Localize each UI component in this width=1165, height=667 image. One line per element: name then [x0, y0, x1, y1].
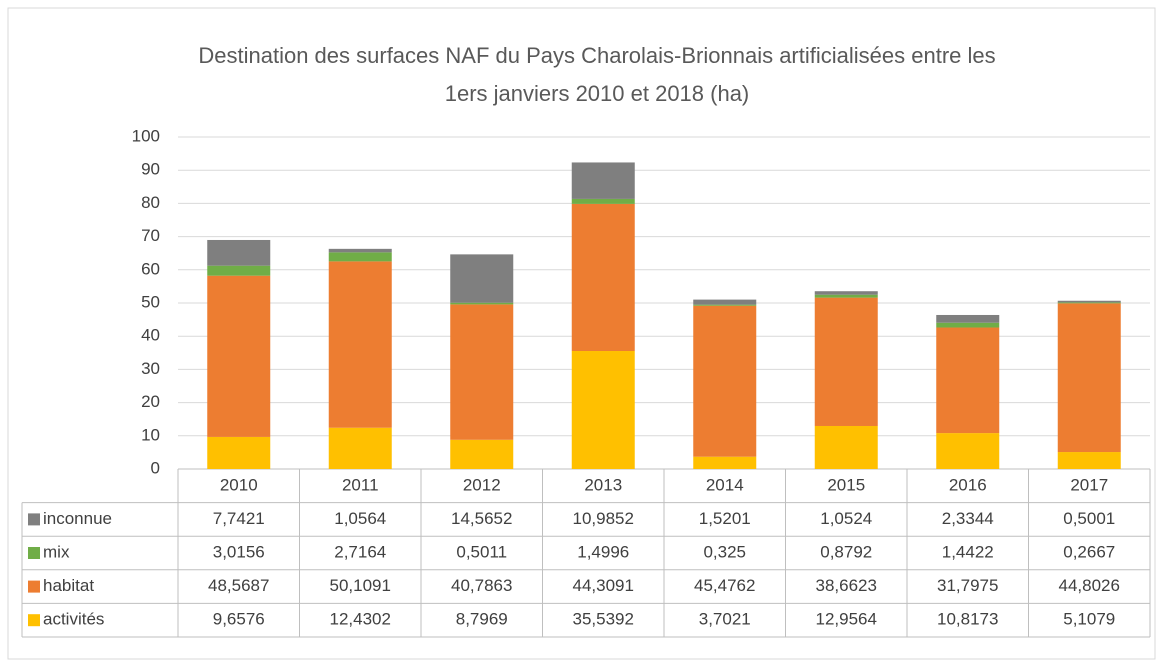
- x-tick-label: 2017: [1070, 475, 1108, 494]
- bar-segment: [693, 305, 757, 457]
- table-cell: 0,2667: [1063, 542, 1115, 561]
- y-tick-label: 10: [141, 425, 160, 444]
- y-tick-label: 80: [141, 193, 160, 212]
- table-cell: 2,7164: [334, 542, 386, 561]
- table-cell: 0,5011: [456, 542, 507, 561]
- bar-segment: [1057, 303, 1121, 453]
- table-cell: 3,0156: [213, 542, 265, 561]
- legend-swatch: [28, 513, 40, 526]
- table-cell: 44,8026: [1059, 576, 1120, 595]
- table-cell: 45,4762: [694, 576, 755, 595]
- x-tick-label: 2011: [342, 475, 379, 494]
- y-tick-label: 90: [141, 160, 160, 179]
- table-cell: 10,8173: [937, 610, 998, 629]
- y-tick-label: 100: [132, 126, 160, 145]
- legend-swatch: [28, 580, 40, 593]
- table-cell: 38,6623: [816, 576, 877, 595]
- bar-segment: [207, 239, 271, 266]
- x-tick-label: 2012: [463, 475, 501, 494]
- bar-segment: [1057, 452, 1121, 469]
- bar-segment: [207, 275, 271, 437]
- x-tick-label: 2015: [827, 475, 865, 494]
- bar-segment: [571, 162, 635, 199]
- bar-segment: [207, 436, 271, 469]
- table-cell: 1,5201: [699, 509, 751, 528]
- bar-segment: [450, 439, 514, 469]
- bar-segment: [814, 297, 878, 426]
- table-cell: 35,5392: [573, 610, 634, 629]
- legend-label: habitat: [43, 576, 94, 595]
- legend-label: activités: [43, 610, 104, 629]
- table-cell: 3,7021: [699, 610, 751, 629]
- table-cell: 8,7969: [456, 610, 508, 629]
- bar-segment: [328, 248, 392, 253]
- y-tick-label: 70: [141, 226, 160, 245]
- table-cell: 2,3344: [942, 509, 994, 528]
- table-cell: 0,5001: [1063, 509, 1115, 528]
- y-tick-label: 50: [141, 292, 160, 311]
- y-tick-label: 40: [141, 326, 160, 345]
- bar-segment: [693, 299, 757, 305]
- table-cell: 10,9852: [573, 509, 634, 528]
- table-cell: 12,9564: [816, 610, 877, 629]
- y-tick-label: 0: [151, 458, 160, 477]
- bar-segment: [936, 314, 1000, 323]
- bar-segment: [450, 254, 514, 303]
- bar-segment: [571, 203, 635, 352]
- table-cell: 50,1091: [330, 576, 391, 595]
- bar-segment: [814, 425, 878, 469]
- table-cell: 12,4302: [330, 610, 391, 629]
- table-cell: 31,7975: [937, 576, 998, 595]
- legend-swatch: [28, 614, 40, 627]
- bar-segment: [1057, 302, 1121, 304]
- bar-segment: [450, 302, 514, 305]
- y-tick-label: 20: [141, 392, 160, 411]
- table-cell: 5,1079: [1063, 610, 1115, 629]
- y-tick-label: 60: [141, 259, 160, 278]
- table-cell: 1,4422: [942, 542, 994, 561]
- bar-segment: [1057, 300, 1121, 303]
- bar-segment: [814, 294, 878, 298]
- x-tick-label: 2013: [584, 475, 622, 494]
- bar-segment: [936, 322, 1000, 328]
- table-cell: 7,7421: [213, 509, 265, 528]
- x-tick-label: 2010: [220, 475, 258, 494]
- table-cell: 40,7863: [451, 576, 512, 595]
- y-tick-label: 30: [141, 359, 160, 378]
- table-cell: 9,6576: [213, 610, 265, 629]
- bar-segment: [328, 427, 392, 469]
- table-cell: 48,5687: [208, 576, 269, 595]
- bar-segment: [936, 433, 1000, 469]
- bar-segment: [814, 291, 878, 295]
- bar-segment: [936, 327, 1000, 434]
- table-cell: 14,5652: [451, 509, 512, 528]
- chart-title: Destination des surfaces NAF du Pays Cha…: [198, 43, 995, 106]
- table-cell: 0,8792: [820, 542, 872, 561]
- bar-segment: [328, 252, 392, 262]
- table-cell: 0,325: [703, 542, 746, 561]
- bar-segment: [328, 261, 392, 428]
- bar-segment: [571, 351, 635, 469]
- bar-segment: [693, 304, 757, 306]
- bar-segment: [450, 304, 514, 440]
- table-cell: 1,0524: [820, 509, 872, 528]
- bar-segment: [207, 265, 271, 276]
- legend-label: mix: [43, 542, 70, 561]
- bar-segment: [571, 198, 635, 204]
- legend-swatch: [28, 547, 40, 559]
- bar-segment: [693, 456, 757, 469]
- legend-label: inconnue: [43, 509, 112, 528]
- table-cell: 1,0564: [334, 509, 386, 528]
- x-tick-label: 2016: [949, 475, 987, 494]
- table-cell: 1,4996: [577, 542, 629, 561]
- table-cell: 44,3091: [573, 576, 634, 595]
- x-tick-label: 2014: [706, 475, 744, 494]
